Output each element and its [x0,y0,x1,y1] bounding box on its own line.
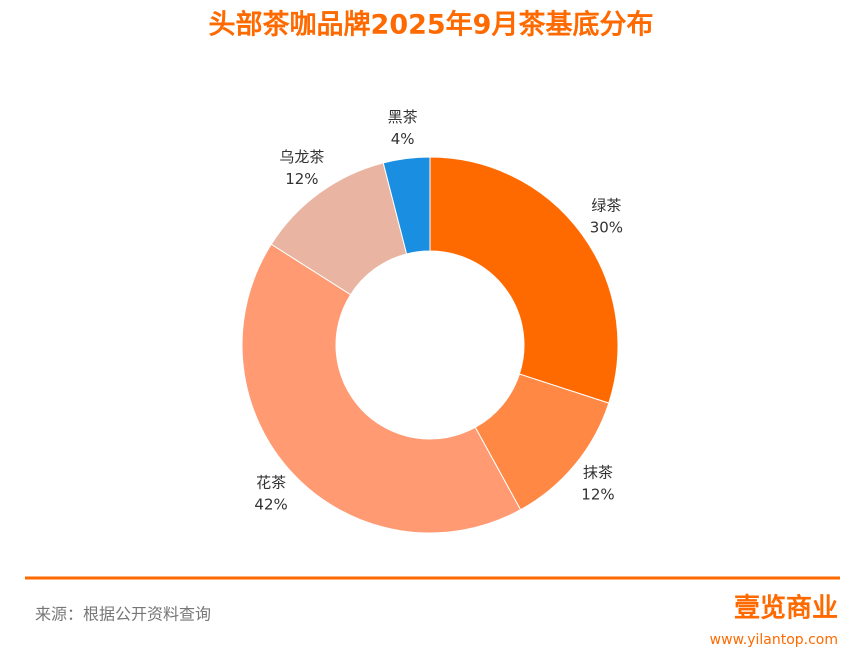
value-label: 30% [590,218,623,236]
donut-slice [382,156,431,255]
value-label: 4% [391,130,415,148]
value-label: 42% [254,496,287,514]
slice-label: 乌龙茶 [279,148,324,166]
slice-label: 绿茶 [591,196,621,214]
slice-label: 抹茶 [583,463,613,481]
slice-label: 黑茶 [388,108,418,126]
logo-url: www.yilantop.com [710,632,838,648]
chart-title: 头部茶咖品牌2025年9月茶基底分布 [209,9,654,41]
source-note: 来源：根据公开资料查询 [35,605,211,624]
donut-slice [429,156,619,404]
value-label: 12% [581,485,614,503]
donut-slice [241,243,522,534]
value-label: 12% [285,170,318,188]
logo: 壹览商业 [734,593,838,624]
slice-label: 花茶 [256,474,286,492]
